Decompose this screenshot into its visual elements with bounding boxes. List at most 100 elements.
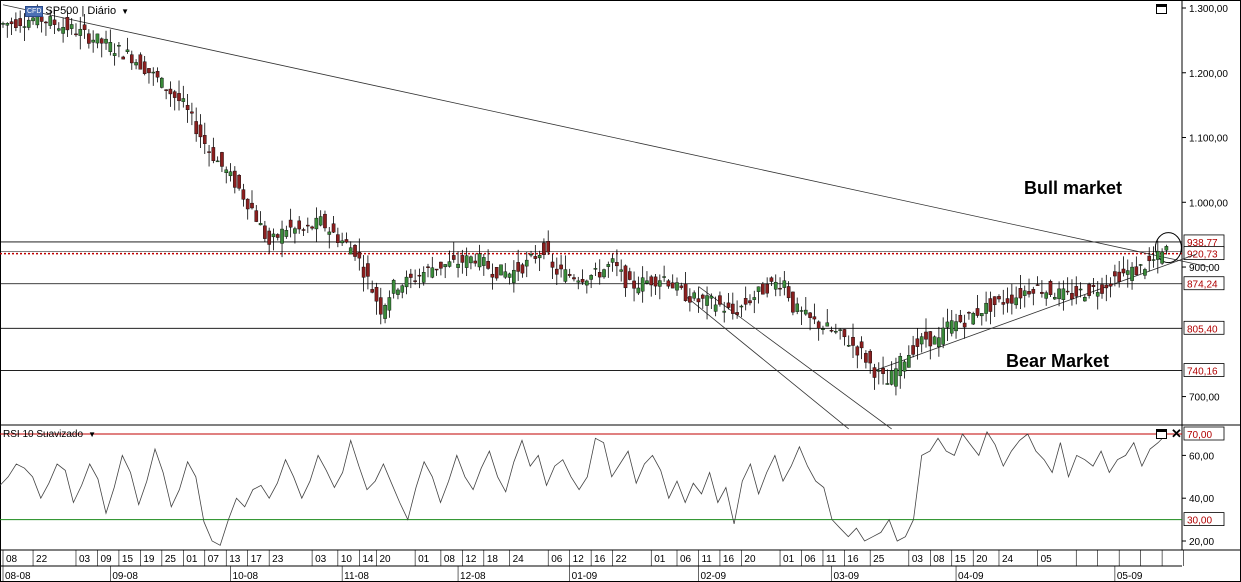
candle-body xyxy=(533,256,538,259)
candle-body xyxy=(692,292,696,299)
bear-market-annotation: Bear Market xyxy=(1006,351,1110,371)
candle-body xyxy=(593,268,598,270)
candle-body xyxy=(129,54,134,64)
candle-body xyxy=(1143,269,1147,276)
candle-body xyxy=(250,202,254,209)
x-day-label: 08 xyxy=(6,554,18,565)
candle-body xyxy=(1048,280,1053,295)
candle-body xyxy=(9,21,14,25)
x-day-label: 15 xyxy=(955,554,967,565)
candle-body xyxy=(718,295,722,305)
candle-body xyxy=(550,261,555,268)
candle-body xyxy=(14,19,18,28)
candle-body xyxy=(679,285,684,288)
rsi-tick-label: 60,00 xyxy=(1189,451,1214,462)
candle-body xyxy=(486,261,490,269)
candle-body xyxy=(713,304,718,312)
candle-body xyxy=(211,147,216,161)
candle-body xyxy=(18,18,22,27)
candle-body xyxy=(366,263,370,277)
instrument-title[interactable]: CFD SP500 | Diário ▼ xyxy=(25,5,129,17)
x-day-label: 18 xyxy=(487,554,499,565)
x-day-label: 05 xyxy=(1041,554,1053,565)
candle-body xyxy=(1074,286,1079,297)
candle-body xyxy=(1095,292,1100,297)
candle-body xyxy=(705,295,709,306)
candle-body xyxy=(426,266,430,268)
candle-body xyxy=(945,321,950,328)
candle-body xyxy=(653,276,658,287)
level-label: 920,73 xyxy=(1187,250,1218,261)
candle-body xyxy=(580,279,585,283)
candle-body xyxy=(374,286,379,302)
candle-body xyxy=(421,272,426,283)
candle-body xyxy=(666,280,671,287)
candle-body xyxy=(512,269,516,283)
rsi-tick-label: 70,00 xyxy=(1187,430,1212,441)
candle-body xyxy=(5,23,10,26)
candle-body xyxy=(941,327,945,345)
candle-body xyxy=(207,151,211,153)
candle-body xyxy=(722,310,727,313)
candle-body xyxy=(280,228,284,244)
candle-body xyxy=(572,277,576,280)
candle-body xyxy=(1022,290,1027,296)
candle-body xyxy=(735,312,739,315)
level-label: 874,24 xyxy=(1187,280,1218,291)
candle-body xyxy=(327,231,332,235)
candle-body xyxy=(409,273,413,278)
candle-body xyxy=(224,169,229,174)
x-day-label: 16 xyxy=(723,554,735,565)
candle-body xyxy=(314,217,319,230)
candle-body xyxy=(992,296,997,306)
candle-body xyxy=(898,356,903,377)
candle-body xyxy=(915,338,920,347)
candle-body xyxy=(22,26,27,28)
candle-body xyxy=(645,280,649,284)
candle-body xyxy=(451,255,456,260)
candle-body xyxy=(344,239,349,243)
rsi-title[interactable]: RSI 10 Suavizado ▼ xyxy=(3,429,96,440)
x-day-label: 22 xyxy=(36,554,48,565)
chevron-down-icon[interactable]: ▼ xyxy=(88,430,96,439)
candle-body xyxy=(1001,302,1006,305)
maximize-icon[interactable] xyxy=(1156,4,1167,14)
candle-body xyxy=(391,279,396,294)
close-icon[interactable]: ✕ xyxy=(1171,426,1182,441)
candle-body xyxy=(168,88,173,95)
candle-body xyxy=(1052,296,1057,300)
candle-body xyxy=(1091,284,1096,287)
candle-body xyxy=(99,38,104,44)
candle-body xyxy=(456,263,460,268)
price-tick-label: 1.300,00 xyxy=(1189,4,1228,15)
x-day-label: 01 xyxy=(418,554,430,565)
candle-body xyxy=(859,341,864,349)
candle-body xyxy=(490,273,495,278)
candle-body xyxy=(1044,292,1048,299)
candle-body xyxy=(284,230,289,237)
candle-body xyxy=(675,282,679,291)
x-day-label: 14 xyxy=(362,554,374,565)
candle-body xyxy=(177,93,181,102)
price-tick-label: 1.100,00 xyxy=(1189,134,1228,145)
maximize-icon[interactable] xyxy=(1156,429,1167,439)
candle-body xyxy=(778,287,782,290)
candle-body xyxy=(1083,297,1087,302)
candle-body xyxy=(413,280,417,282)
candle-body xyxy=(1065,290,1070,293)
candle-body xyxy=(74,33,78,36)
candle-body xyxy=(245,198,250,210)
candle-body xyxy=(271,233,276,238)
x-day-label: 11 xyxy=(701,554,712,565)
chevron-down-icon[interactable]: ▼ xyxy=(121,6,130,16)
candle-body xyxy=(215,160,220,163)
candle-body xyxy=(48,16,53,26)
candle-body xyxy=(1125,270,1130,275)
candle-body xyxy=(1078,288,1083,291)
candle-body xyxy=(889,370,894,385)
candle-body xyxy=(430,267,435,278)
candle-body xyxy=(1134,266,1139,276)
candle-body xyxy=(967,312,971,314)
candle-body xyxy=(275,234,280,238)
